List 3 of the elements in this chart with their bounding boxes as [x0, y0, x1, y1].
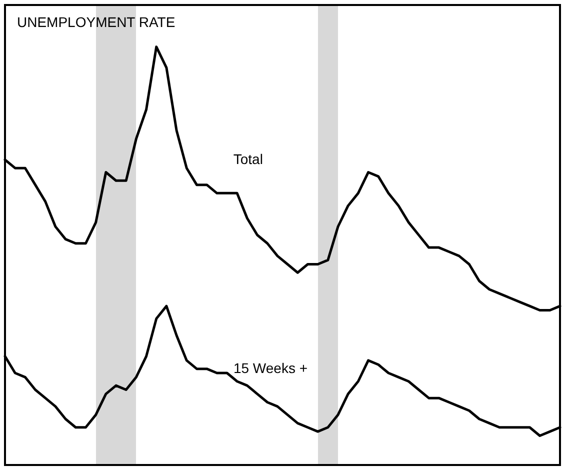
series-label: 15 Weeks + [233, 360, 308, 376]
series-label: Total [233, 150, 263, 167]
chart-title: UNEMPLOYMENT RATE [17, 14, 176, 30]
